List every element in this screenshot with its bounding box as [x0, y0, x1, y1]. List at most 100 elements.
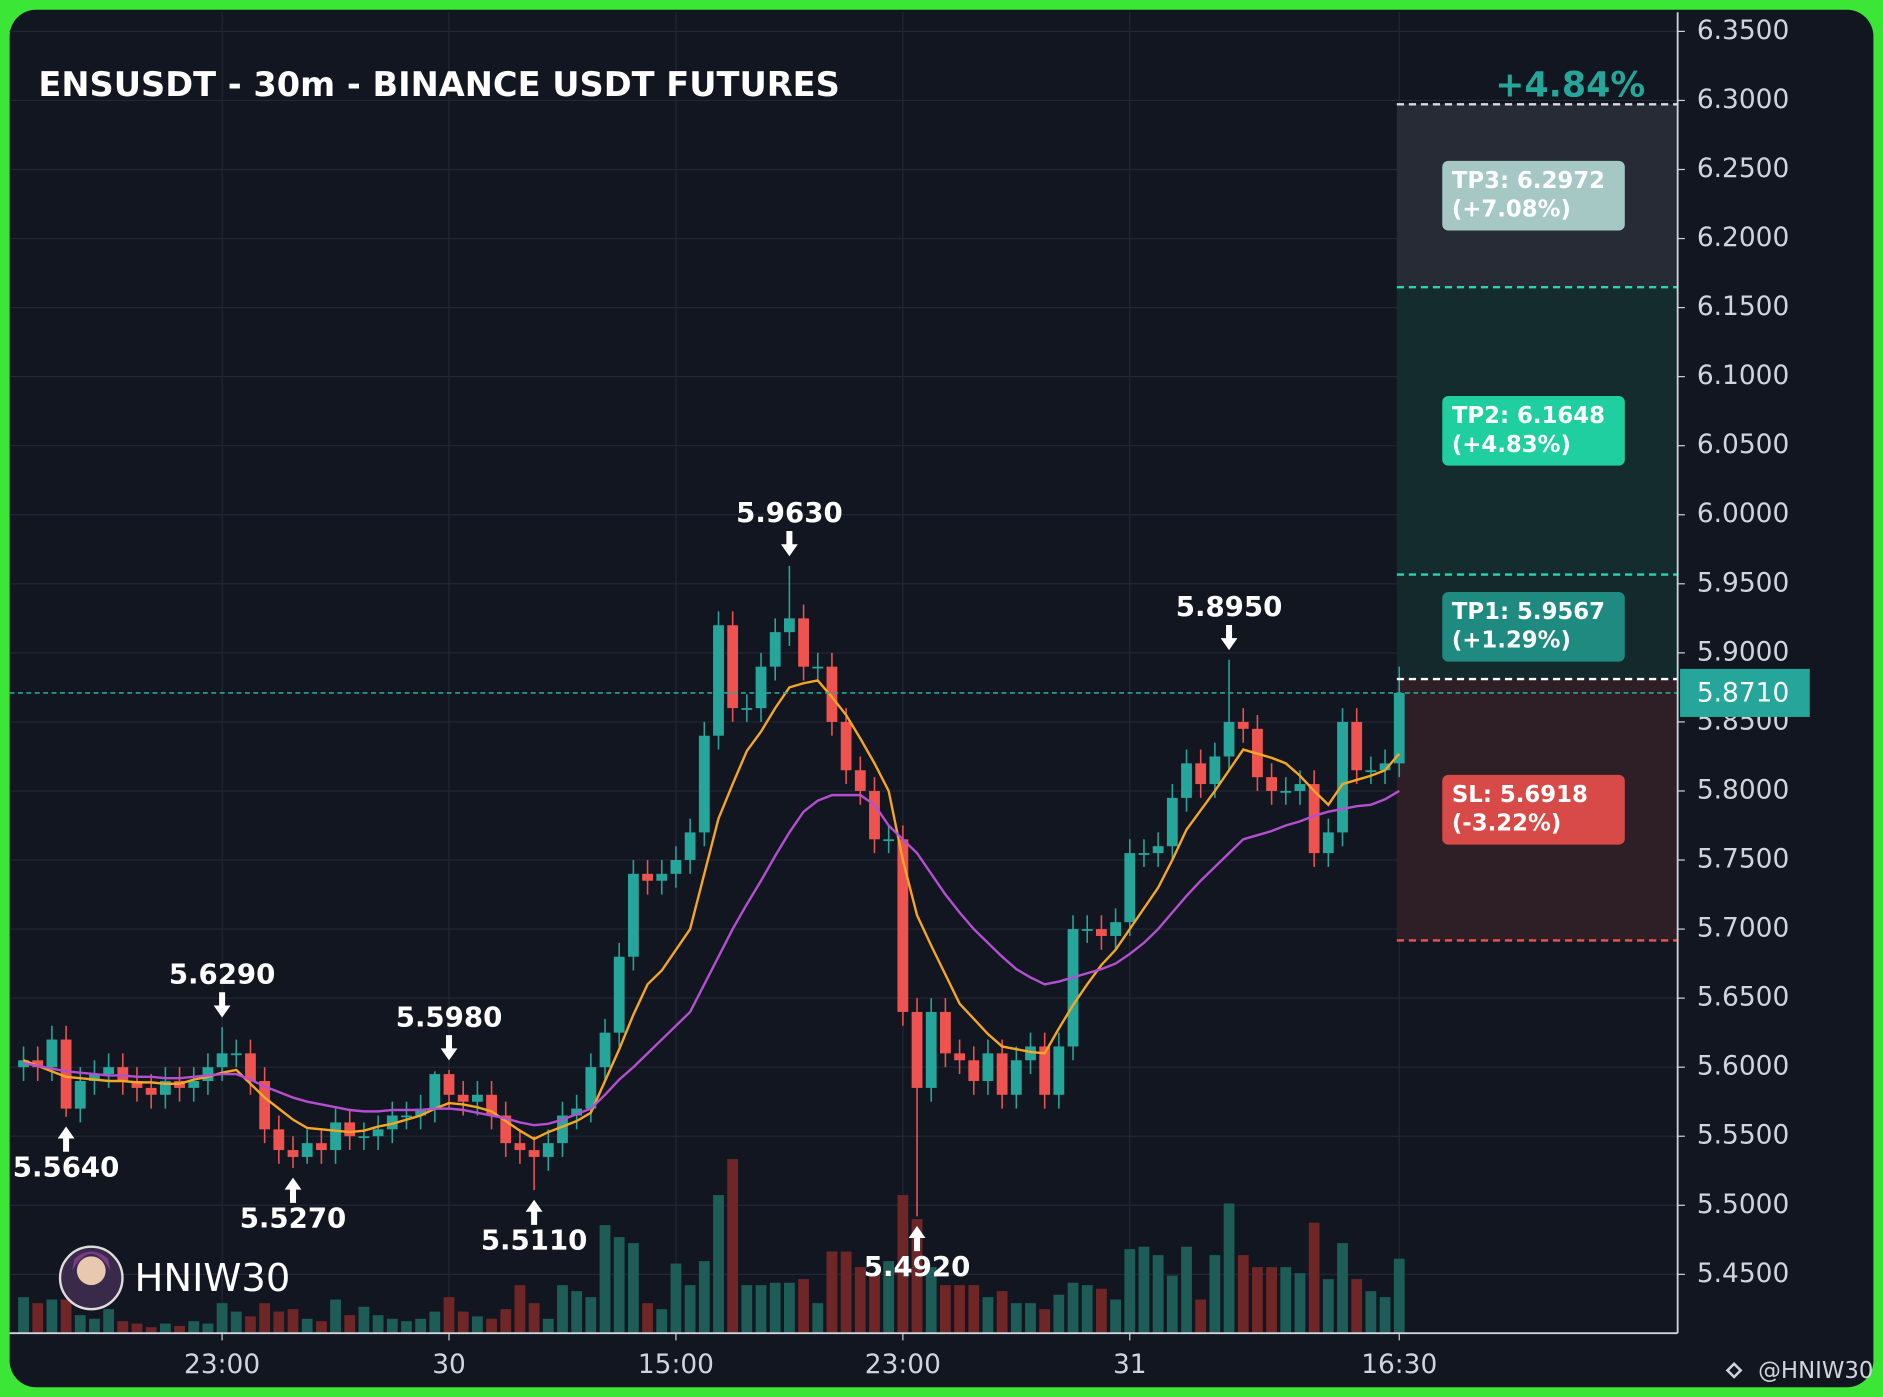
candle-body	[1322, 832, 1334, 854]
annotation-arrow	[284, 1177, 302, 1203]
zone-label-box	[1442, 396, 1625, 466]
y-tick-label: 5.5000	[1697, 1189, 1789, 1220]
volume-bar	[415, 1318, 427, 1334]
volume-bar	[330, 1299, 341, 1334]
candle-body	[826, 666, 838, 722]
avatar-hair	[72, 1251, 111, 1271]
volume-bar	[216, 1303, 228, 1334]
volume-bar	[372, 1315, 384, 1334]
candle-body	[1110, 922, 1121, 936]
y-tick-label: 5.4500	[1697, 1258, 1789, 1289]
candle-body	[869, 790, 880, 840]
volume-bar	[670, 1263, 682, 1334]
candle-body	[401, 1115, 412, 1118]
volume-bar	[89, 1318, 100, 1334]
chart-title: ENSUSDT - 30m - BINANCE USDT FUTURES	[38, 65, 839, 104]
candle-body	[1223, 721, 1235, 757]
candle-body	[103, 1067, 115, 1075]
volume-bar	[1294, 1273, 1306, 1334]
volume-bar	[273, 1311, 285, 1334]
annotation-label: 5.4920	[864, 1250, 971, 1283]
y-tick-label: 5.6000	[1697, 1051, 1789, 1082]
candle-body	[245, 1053, 256, 1081]
watermark-text: HNIW30	[135, 1256, 291, 1301]
volume-bar	[1365, 1291, 1377, 1334]
candle-body	[415, 1108, 427, 1116]
candle-body	[1237, 721, 1249, 729]
volume-bar	[1096, 1288, 1107, 1334]
candle-body	[471, 1094, 483, 1102]
volume-bar	[46, 1299, 58, 1334]
volume-bar	[1223, 1203, 1235, 1334]
candle-body	[1152, 846, 1164, 854]
volume-bar	[117, 1321, 129, 1334]
volume-bar	[783, 1282, 795, 1334]
annotation-arrow	[780, 531, 798, 557]
candle-body	[457, 1094, 469, 1102]
volume-bar	[131, 1323, 143, 1334]
volume-bar	[968, 1285, 980, 1334]
volume-bar	[1039, 1309, 1051, 1334]
candle-body	[1053, 1046, 1065, 1095]
candle-body	[188, 1080, 200, 1088]
volume-bar	[1379, 1297, 1391, 1334]
candle-body	[798, 618, 809, 667]
volume-bar	[1081, 1285, 1093, 1334]
y-tick-label: 5.6500	[1697, 982, 1789, 1013]
candle-body	[1393, 692, 1405, 764]
volume-bar	[1209, 1255, 1221, 1334]
volume-bar	[939, 1285, 951, 1334]
candle-body	[315, 1143, 327, 1151]
volume-bar	[713, 1195, 724, 1334]
candle-body	[145, 1087, 157, 1095]
candle-body	[1181, 763, 1192, 798]
volume-bar	[159, 1323, 171, 1334]
volume-bar	[557, 1285, 568, 1334]
annotation-label: 5.8950	[1176, 590, 1283, 623]
candle-body	[968, 1060, 980, 1081]
candle-body	[486, 1094, 497, 1116]
candle-body	[670, 860, 682, 874]
y-tick-label: 5.9500	[1697, 567, 1789, 598]
y-tick-label: 6.1500	[1697, 291, 1789, 322]
annotation-arrow	[525, 1199, 543, 1225]
candle-body	[642, 873, 653, 881]
candle-body	[783, 618, 795, 633]
candle-body	[230, 1053, 242, 1056]
candle-body	[1280, 790, 1292, 793]
candle-body	[939, 1011, 951, 1054]
volume-bar	[1053, 1294, 1065, 1334]
annotation-arrow	[908, 1225, 926, 1252]
volume-bar	[1067, 1282, 1079, 1334]
volume-bar	[188, 1321, 200, 1334]
candle-body	[386, 1115, 398, 1130]
volume-bar	[457, 1311, 469, 1334]
candle-body	[1294, 784, 1306, 791]
volume-bar	[230, 1311, 242, 1334]
volume-bar	[1280, 1267, 1292, 1334]
volume-bar	[145, 1327, 157, 1334]
volume-bar	[1010, 1303, 1022, 1334]
volume-bar	[585, 1297, 597, 1334]
volume-bar	[1166, 1275, 1178, 1334]
x-tick-label: 31	[1113, 1349, 1147, 1380]
candle-body	[769, 632, 781, 667]
candle-body	[1124, 853, 1136, 923]
volume-bar	[982, 1297, 994, 1334]
annotation-arrow	[213, 992, 231, 1018]
volume-bar	[613, 1237, 625, 1334]
candle-body	[500, 1115, 512, 1144]
candle-body	[627, 873, 639, 957]
volume-bar	[18, 1297, 29, 1334]
y-tick-label: 5.8000	[1697, 774, 1789, 805]
volume-bar	[684, 1285, 696, 1334]
zone-label: TP3: 6.2972	[1452, 168, 1605, 194]
candle-body	[684, 832, 696, 861]
candle-body	[1067, 929, 1079, 1047]
candle-body	[287, 1150, 299, 1157]
x-tick-label: 30	[432, 1349, 466, 1380]
volume-bar	[315, 1321, 327, 1334]
moving-average	[23, 679, 1401, 1141]
